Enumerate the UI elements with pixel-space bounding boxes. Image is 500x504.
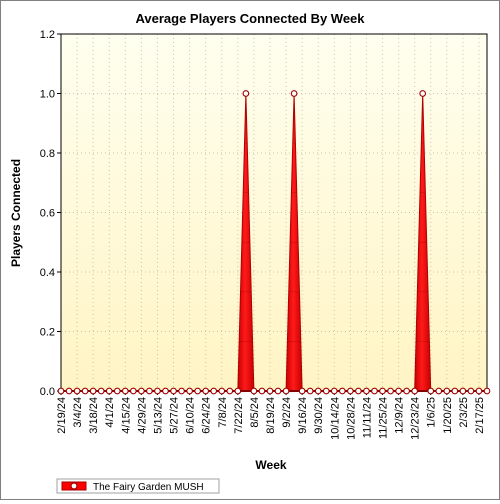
data-point	[121, 387, 129, 395]
data-point	[363, 387, 370, 395]
x-axis-title: Week	[255, 458, 286, 472]
data-point	[218, 387, 226, 395]
x-tick-label: 1/20/25	[442, 397, 454, 434]
data-point	[97, 387, 105, 395]
data-point	[467, 387, 475, 395]
data-point	[258, 387, 266, 395]
data-point	[475, 387, 483, 395]
data-point	[113, 387, 121, 395]
x-tick-label: 8/19/24	[265, 397, 277, 434]
data-point	[435, 387, 443, 395]
x-tick-label: 9/16/24	[297, 397, 309, 434]
x-tick-label: 4/29/24	[136, 397, 148, 434]
data-point	[89, 387, 97, 395]
data-point	[194, 387, 201, 395]
data-point	[483, 387, 491, 395]
legend-marker-icon	[70, 482, 78, 490]
y-tick-label: 0.6	[40, 208, 55, 220]
x-tick-label: 3/4/24	[72, 397, 84, 428]
data-point	[355, 387, 362, 395]
x-tick-label: 9/30/24	[313, 397, 325, 434]
x-tick-label: 11/25/24	[378, 397, 390, 439]
data-point	[387, 387, 394, 395]
data-point	[170, 387, 177, 395]
data-point	[274, 387, 282, 395]
y-tick-label: 1.2	[40, 29, 55, 41]
data-point	[162, 387, 169, 395]
data-point	[73, 387, 81, 395]
y-axis-title: Players Connected	[9, 159, 23, 267]
data-point	[459, 387, 467, 395]
y-tick-label: 0.4	[40, 267, 55, 279]
data-point	[242, 90, 250, 97]
data-point	[338, 387, 346, 395]
data-point	[290, 90, 298, 97]
data-point	[234, 387, 242, 395]
data-point	[322, 387, 330, 395]
data-point	[371, 387, 378, 395]
x-tick-label: 10/28/24	[345, 397, 357, 440]
legend-label: The Fairy Garden MUSH	[93, 482, 204, 493]
data-point	[282, 387, 290, 395]
data-point	[403, 387, 410, 395]
x-tick-label: 4/15/24	[120, 397, 132, 434]
data-point	[443, 387, 451, 395]
legend-box	[56, 478, 220, 494]
data-point	[105, 387, 113, 395]
data-point	[250, 387, 258, 395]
data-point	[451, 387, 459, 395]
x-tick-label: 11/11/24	[361, 397, 373, 438]
data-point	[330, 387, 338, 395]
data-point	[306, 387, 314, 395]
x-tick-label: 6/24/24	[201, 397, 213, 434]
data-point	[379, 387, 386, 395]
data-point	[314, 387, 322, 395]
data-point	[81, 387, 89, 395]
data-point	[138, 387, 145, 395]
x-tick-label: 9/2/24	[281, 397, 293, 428]
x-tick-label: 7/22/24	[233, 397, 245, 434]
data-point	[129, 387, 137, 395]
x-tick-label: 5/27/24	[169, 397, 181, 434]
legend: The Fairy Garden MUSH	[56, 478, 220, 494]
x-tick-label: 12/23/24	[410, 397, 422, 440]
x-tick-label: 5/13/24	[152, 397, 164, 434]
data-point	[298, 387, 306, 395]
x-tick-label: 7/8/24	[217, 397, 229, 428]
data-point	[347, 387, 354, 395]
x-tick-label: 2/3/25	[458, 397, 470, 428]
x-tick-label: 10/14/24	[329, 397, 341, 440]
data-point	[395, 387, 402, 395]
x-tick-label: 12/9/24	[394, 397, 406, 434]
x-tick-label: 8/5/24	[249, 397, 261, 428]
data-point	[146, 387, 153, 395]
data-point	[57, 387, 65, 395]
data-point	[65, 387, 73, 395]
x-tick-label: 4/1/24	[104, 397, 116, 428]
y-tick-label: 1.0	[40, 89, 55, 101]
tick-labels: 0.0 0.2 0.4 0.6 0.8 1.0 1.2 2/19/24 3/4/24 3/18/2…	[40, 29, 486, 440]
y-tick-label: 0.0	[40, 386, 55, 398]
x-tick-label: 3/18/24	[88, 397, 100, 434]
x-tick-label: 1/6/25	[426, 397, 438, 428]
data-point	[210, 387, 218, 395]
data-point	[154, 387, 161, 395]
x-tick-label: 6/10/24	[185, 397, 197, 434]
data-point	[202, 387, 210, 395]
data-point	[427, 387, 435, 395]
data-point	[178, 387, 185, 395]
data-markers	[57, 90, 491, 395]
data-point	[186, 387, 193, 395]
y-tick-label: 0.8	[40, 148, 55, 160]
data-point	[419, 90, 427, 97]
data-point	[226, 387, 234, 395]
x-tick-label: 2/17/25	[474, 397, 486, 434]
y-tick-label: 0.2	[40, 327, 55, 339]
x-tick-label: 2/19/24	[56, 397, 68, 434]
data-point	[411, 387, 419, 395]
chart-title: Average Players Connected By Week	[135, 11, 365, 26]
data-point	[266, 387, 274, 395]
